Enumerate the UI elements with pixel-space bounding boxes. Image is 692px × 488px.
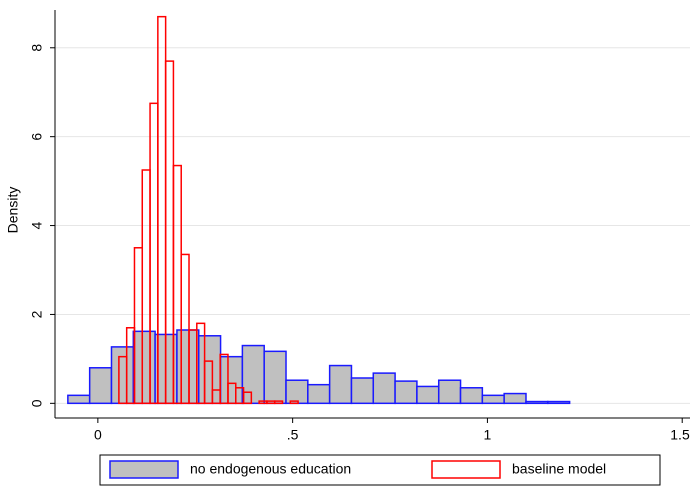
- bar: [263, 350, 287, 405]
- y-tick-label: 2: [29, 310, 45, 318]
- x-tick-label: 1.5: [670, 427, 690, 443]
- y-axis-label: Density: [5, 187, 21, 234]
- legend-swatch: [431, 460, 501, 479]
- bar: [328, 364, 353, 405]
- bar: [110, 346, 135, 405]
- legend-label: baseline model: [512, 461, 606, 477]
- bar: [307, 383, 331, 405]
- bar: [203, 360, 214, 405]
- y-tick-label: 0: [29, 399, 45, 407]
- bar: [285, 379, 309, 405]
- bar: [273, 400, 284, 405]
- bar: [394, 380, 418, 405]
- bar: [198, 335, 222, 405]
- bar: [372, 372, 396, 405]
- legend-label: no endogenous education: [190, 461, 351, 477]
- bar: [525, 400, 549, 405]
- bar: [350, 377, 375, 405]
- bar: [241, 344, 265, 405]
- bar: [219, 355, 244, 405]
- bar: [289, 400, 299, 405]
- y-tick-label: 6: [29, 133, 45, 141]
- bar: [180, 253, 190, 405]
- x-tick-label: 0: [94, 427, 102, 443]
- legend-swatch: [109, 460, 179, 479]
- x-tick-label: .5: [287, 427, 299, 443]
- bar: [176, 329, 200, 405]
- bar: [459, 387, 484, 405]
- bar: [67, 394, 91, 405]
- bar: [219, 353, 229, 405]
- bar: [481, 394, 505, 405]
- bar: [437, 379, 462, 405]
- x-tick-label: 1: [484, 427, 492, 443]
- bar: [132, 330, 156, 405]
- bar: [503, 392, 527, 405]
- bar: [547, 400, 571, 405]
- y-tick-label: 4: [29, 221, 45, 229]
- y-tick-label: 8: [29, 44, 45, 52]
- legend-box: [99, 454, 661, 486]
- bar: [242, 391, 253, 405]
- bar: [88, 367, 113, 405]
- bar: [416, 385, 440, 405]
